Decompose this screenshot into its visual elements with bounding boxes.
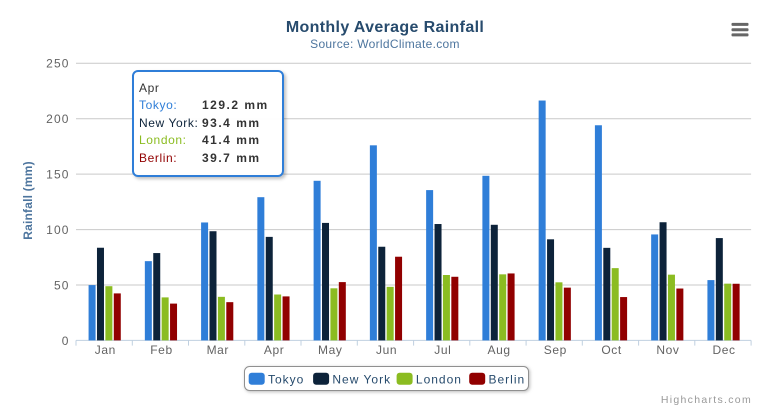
svg-text:Aug: Aug [488,343,511,357]
svg-text:50: 50 [54,278,70,292]
svg-text:Source: WorldClimate.com: Source: WorldClimate.com [310,37,460,51]
svg-text:Jul: Jul [434,343,451,357]
svg-text:200: 200 [46,112,69,126]
svg-text:Apr: Apr [264,343,284,357]
svg-text:Feb: Feb [150,343,172,357]
svg-text:Dec: Dec [713,343,736,357]
svg-text:Jun: Jun [376,343,397,357]
svg-text:150: 150 [46,168,69,182]
svg-text:Monthly Average Rainfall: Monthly Average Rainfall [286,19,484,36]
svg-text:Rainfall (mm): Rainfall (mm) [21,161,35,240]
svg-text:100: 100 [46,223,69,237]
svg-text:Nov: Nov [656,343,679,357]
svg-text:Jan: Jan [95,343,116,357]
svg-text:Sep: Sep [544,343,567,357]
svg-text:May: May [318,343,342,357]
svg-text:250: 250 [46,57,69,71]
svg-text:Mar: Mar [207,343,229,357]
svg-text:0: 0 [62,334,70,348]
svg-text:Oct: Oct [601,343,622,357]
svg-text:Berlin: Berlin [489,373,526,387]
svg-text:London: London [416,373,462,387]
svg-text:Tokyo: Tokyo [268,373,304,387]
svg-text:Highcharts.com: Highcharts.com [661,394,752,406]
svg-text:New York: New York [332,373,391,387]
